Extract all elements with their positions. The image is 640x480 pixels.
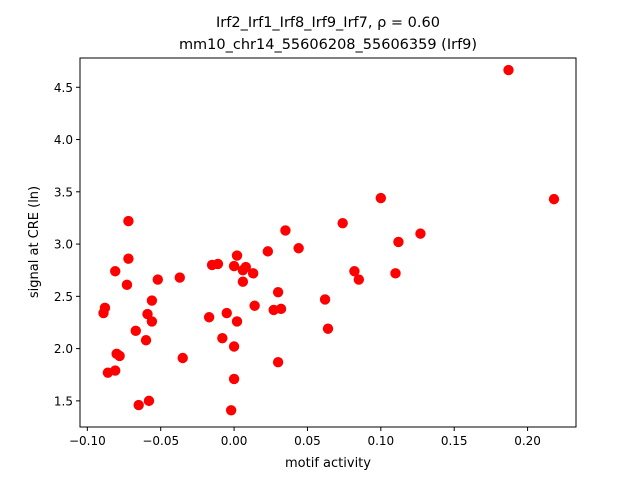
data-point: [262, 246, 274, 257]
data-point: [349, 266, 360, 277]
y-axis: 1.5 2.0 2.5 3.0 3.5 4.0 4.5: [54, 81, 80, 408]
data-point: [123, 253, 134, 264]
data-point: [272, 286, 284, 298]
y-tick-label: 4.0: [54, 133, 73, 147]
data-point: [228, 260, 240, 272]
y-tick-label: 3.5: [54, 185, 73, 199]
data-point: [231, 250, 243, 261]
y-tick-label: 2.0: [54, 342, 73, 356]
data-point: [123, 215, 134, 227]
x-tick-label: 0.00: [221, 434, 248, 448]
data-point: [130, 325, 141, 337]
data-point: [393, 236, 404, 248]
data-point: [143, 395, 155, 407]
x-tick-label: 0.15: [441, 434, 468, 448]
data-point: [217, 332, 228, 344]
data-point: [390, 268, 401, 279]
data-point: [293, 243, 304, 254]
data-point: [98, 307, 109, 319]
data-point: [231, 316, 243, 327]
data-point: [375, 192, 387, 204]
data-point: [249, 300, 260, 311]
data-point: [319, 294, 331, 305]
data-point: [280, 225, 291, 236]
data-point: [212, 258, 224, 270]
data-point: [177, 352, 188, 364]
y-axis-label: signal at CRE (ln): [27, 186, 42, 298]
data-point: [275, 303, 287, 315]
data-point: [174, 272, 185, 283]
data-point: [152, 274, 163, 285]
y-tick-label: 1.5: [54, 394, 73, 408]
x-tick-label: −0.10: [69, 434, 106, 448]
data-point: [110, 266, 121, 277]
x-tick-label: 0.10: [367, 434, 394, 448]
data-point: [272, 356, 284, 368]
data-point: [221, 307, 232, 319]
y-tick-label: 4.5: [54, 81, 73, 95]
x-axis: −0.10 −0.05 0.00 0.05 0.10 0.15 0.20: [69, 427, 541, 448]
data-point: [228, 373, 240, 385]
data-point: [337, 217, 348, 229]
data-point: [353, 274, 365, 285]
y-tick-label: 3.0: [54, 238, 73, 252]
y-tick-label: 2.5: [54, 290, 73, 304]
data-point: [140, 335, 152, 346]
chart-title-line1: Irf2_Irf1_Irf8_Irf9_Irf7, ρ = 0.60: [216, 15, 440, 31]
chart-title-line2: mm10_chr14_55606208_55606359 (Irf9): [179, 37, 477, 53]
data-point: [247, 268, 259, 279]
data-point: [237, 276, 249, 287]
plot-frame: [79, 57, 577, 428]
x-tick-label: 0.05: [294, 434, 321, 448]
data-point: [110, 365, 121, 376]
data-points: [98, 64, 560, 416]
data-point: [133, 399, 144, 411]
data-point: [240, 261, 252, 273]
data-point: [415, 228, 426, 239]
data-point: [503, 64, 514, 76]
data-point: [548, 193, 560, 205]
data-point: [225, 405, 237, 416]
data-point: [228, 341, 240, 352]
data-point: [121, 279, 133, 291]
data-point: [322, 323, 334, 334]
x-axis-label: motif activity: [285, 456, 371, 471]
data-point: [203, 312, 215, 323]
data-point: [114, 350, 125, 362]
x-tick-label: 0.20: [514, 434, 541, 448]
data-point: [146, 295, 158, 306]
data-point: [146, 316, 158, 327]
x-tick-label: −0.05: [142, 434, 179, 448]
